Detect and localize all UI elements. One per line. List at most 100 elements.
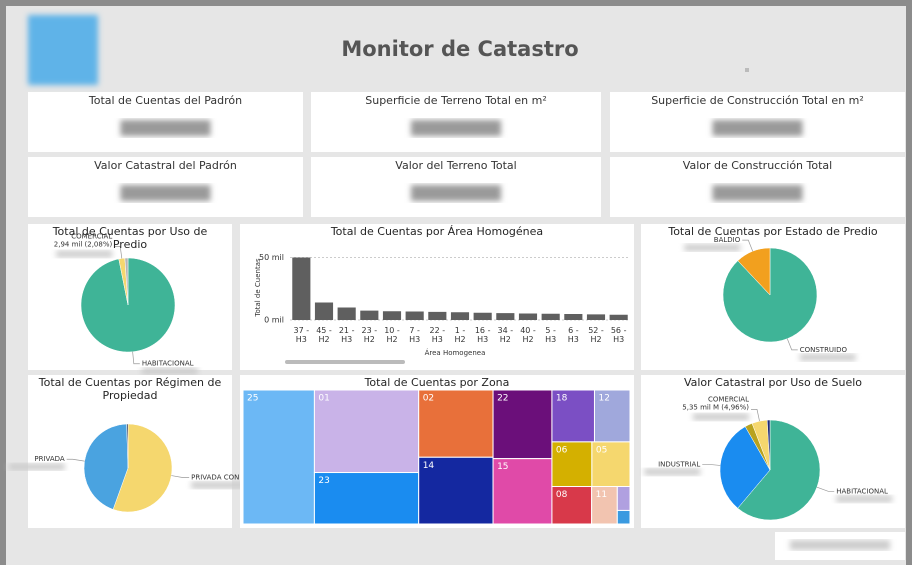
pie-slice (124, 257, 129, 306)
cell-label: 15 (497, 462, 508, 472)
cell-label: 12 (598, 394, 609, 404)
x-tick-label: 56 - H3 (610, 326, 627, 344)
blurred-text (790, 540, 890, 550)
leader-line (132, 351, 140, 365)
leader-line (786, 338, 798, 351)
slice-value-label: 2,94 mil (2,08%) (54, 241, 113, 249)
x-tick-label: 1 - H2 (454, 326, 466, 344)
treemap-cell (551, 389, 595, 443)
chart-title: Total de Cuentas por Régimen de Propieda… (38, 376, 222, 402)
card-label: Valor de Construcción Total (683, 159, 832, 172)
chart-title: Total de Cuentas por Área Homogénea (330, 225, 544, 238)
x-tick-label: 45 - H2 (316, 326, 332, 344)
treemap-cell (551, 441, 593, 488)
slice-label: PRIVADA COND... (191, 474, 251, 482)
slice-label: COMERCIAL (708, 395, 749, 403)
bar (337, 307, 356, 320)
cell-label: 05 (596, 445, 607, 455)
blurred-value (191, 481, 248, 489)
slice-label: PRIVADA (34, 455, 65, 463)
pie-slice (737, 247, 771, 296)
bar (360, 310, 379, 320)
treemap-cell (593, 389, 631, 443)
leader-line (816, 486, 835, 492)
bar (428, 311, 447, 320)
x-tick-label: 37 - H3 (293, 326, 310, 344)
dot (745, 68, 749, 72)
card-label: Total de Cuentas del Padrón (88, 94, 242, 107)
blurred-value (712, 120, 803, 136)
slice-label: INDUSTRIAL (658, 460, 700, 468)
bar (382, 311, 402, 320)
pie-slice (112, 423, 173, 513)
bar (314, 302, 334, 320)
bar (496, 313, 515, 320)
x-tick-label: 16 - H3 (474, 326, 491, 344)
leader-line (171, 475, 190, 478)
cell-label: 23 (318, 476, 329, 486)
x-tick-label: 40 - H2 (520, 326, 536, 344)
pie-slice (719, 426, 771, 509)
x-tick-label: 5 - H3 (545, 326, 557, 344)
cell-label: 08 (556, 490, 568, 500)
pie-slice (737, 419, 821, 521)
chart-title: Total de Cuentas por Zona (364, 376, 510, 389)
slice-label: COMERCIAL (71, 233, 112, 241)
leader-line (66, 458, 85, 462)
slice-label: CONSTRUIDO (800, 346, 848, 354)
cell-label: 01 (318, 394, 329, 404)
slice-label: BALDIO (714, 236, 741, 244)
bar (541, 313, 560, 320)
treemap-cell (551, 486, 593, 525)
bar (292, 257, 311, 320)
treemap-cell (591, 441, 631, 488)
cell-label: 14 (423, 461, 435, 471)
chart-title: Valor Catastral por Uso de Suelo (683, 376, 863, 389)
treemap-cell (418, 456, 494, 525)
x-tick-label: 22 - H3 (429, 326, 446, 344)
x-tick-label: 6 - H3 (567, 326, 579, 344)
treemap-cell (616, 486, 631, 511)
leader-line (751, 409, 760, 422)
cell-label: 11 (596, 490, 607, 500)
logo (28, 15, 98, 85)
card-label: Superficie de Construcción Total en m² (651, 94, 864, 107)
blurred-value (644, 468, 701, 476)
cell-label: 25 (247, 394, 258, 404)
blurred-value (684, 244, 741, 252)
y-tick-label: 50 mil (259, 253, 284, 262)
card-label: Valor Catastral del Padrón (94, 159, 237, 172)
treemap-cell (313, 389, 420, 474)
x-tick-label: 10 - H2 (384, 326, 400, 344)
chart-title: Total de Cuentas por Uso de Predio (52, 225, 208, 251)
page-title: Monitor de Catastro (341, 37, 578, 61)
cell-label: 22 (497, 394, 508, 404)
slice-label: HABITACIONAL (836, 487, 888, 495)
treemap-cell (418, 389, 494, 458)
blurred-value (712, 185, 803, 201)
blurred-value (836, 495, 893, 503)
bar (405, 311, 424, 320)
pie-slice (126, 423, 129, 469)
cell-label: 02 (423, 394, 434, 404)
blurred-value (120, 120, 211, 136)
cell-label: 06 (556, 445, 568, 455)
x-axis-title: Área Homogenea (425, 348, 486, 357)
blurred-value (56, 250, 113, 258)
bar (450, 312, 470, 320)
pie-slice (766, 419, 771, 471)
leader-line (742, 239, 754, 252)
blurred-value (141, 367, 198, 375)
chart-title: Total de Cuentas por Estado de Predio (668, 225, 878, 238)
x-tick-label: 21 - H3 (338, 326, 355, 344)
blurred-value (411, 185, 501, 201)
blurred-value (8, 463, 65, 471)
bar (609, 314, 628, 320)
bar (564, 314, 583, 320)
treemap-cell (492, 389, 553, 460)
leader-line (702, 463, 721, 466)
blurred-value (411, 120, 501, 136)
leader-line (114, 246, 123, 259)
